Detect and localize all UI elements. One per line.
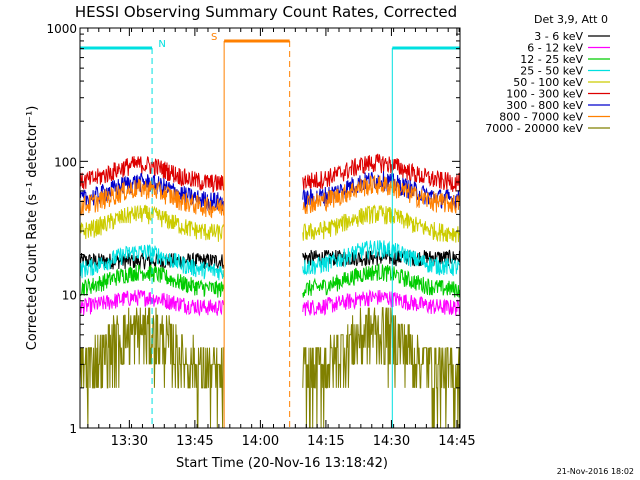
legend-label: 50 - 100 keV xyxy=(513,76,583,89)
y-tick-label: 1000 xyxy=(46,22,77,36)
series-line-6 xyxy=(79,153,460,193)
flag-label-n: N xyxy=(158,39,165,50)
legend-label: 7000 - 20000 keV xyxy=(485,122,583,135)
x-tick-label: 14:15 xyxy=(307,434,344,449)
x-axis: 13:30 13:45 14:00 14:15 14:30 14:45 xyxy=(87,28,476,449)
series-line-3 xyxy=(79,262,460,298)
x-tick-label: 14:45 xyxy=(438,434,475,449)
timestamp: 21-Nov-2016 18:02 xyxy=(557,467,634,476)
legend-label: 100 - 300 keV xyxy=(506,88,583,101)
series-traces xyxy=(79,153,460,429)
legend-header: Det 3,9, Att 0 xyxy=(534,13,608,26)
legend-label: 800 - 7000 keV xyxy=(499,111,583,124)
y-tick-label: 1 xyxy=(69,422,77,436)
x-tick-label: 14:00 xyxy=(242,434,279,449)
series-line-5 xyxy=(79,204,460,243)
chart-title: HESSI Observing Summary Count Rates, Cor… xyxy=(75,3,457,21)
legend-label: 12 - 25 keV xyxy=(520,53,583,66)
series-line-4 xyxy=(79,240,460,281)
x-tick-label: 13:45 xyxy=(176,434,213,449)
legend-label: 3 - 6 keV xyxy=(534,30,583,43)
x-tick-label: 14:30 xyxy=(373,434,410,449)
legend-label: 6 - 12 keV xyxy=(527,42,583,55)
y-axis-label: Corrected Count Rate (s⁻¹ detector⁻¹) xyxy=(25,106,40,351)
plot-frame xyxy=(79,27,461,429)
legend-label: 25 - 50 keV xyxy=(520,65,583,78)
flag-label-s: S xyxy=(211,32,217,43)
series-line-8 xyxy=(79,174,460,219)
legend-label: 300 - 800 keV xyxy=(506,99,583,112)
x-axis-label: Start Time (20-Nov-16 13:18:42) xyxy=(176,456,388,471)
series-line-9 xyxy=(79,307,460,429)
y-axis: 1 10 100 1000 xyxy=(46,22,460,436)
flag-markers: NS xyxy=(80,32,460,428)
x-tick-label: 13:30 xyxy=(111,434,148,449)
y-tick-label: 100 xyxy=(54,155,77,169)
y-tick-label: 10 xyxy=(62,289,77,303)
